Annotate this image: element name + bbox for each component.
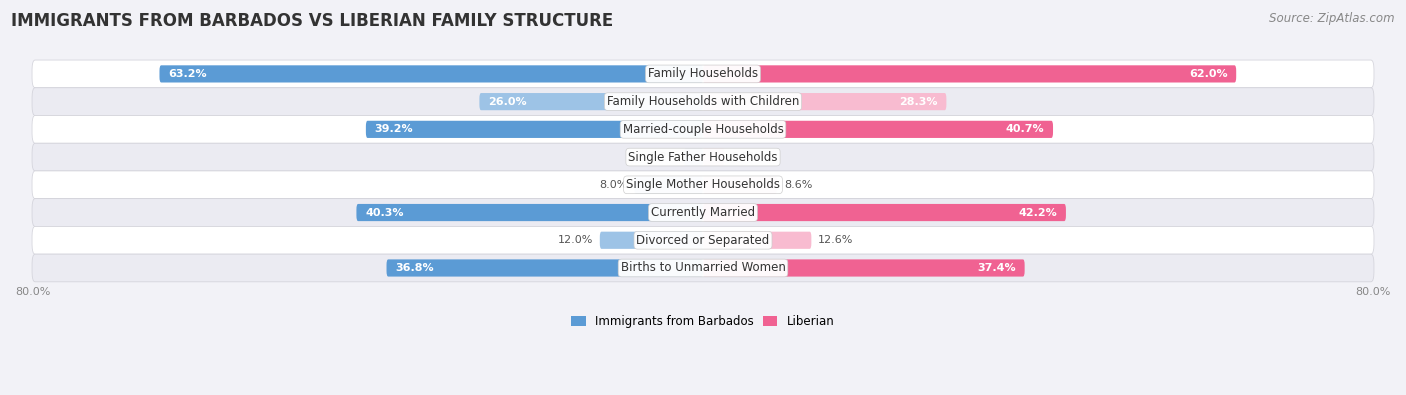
FancyBboxPatch shape	[32, 88, 1374, 115]
Text: 62.0%: 62.0%	[1189, 69, 1227, 79]
Text: 2.2%: 2.2%	[648, 152, 678, 162]
Text: 26.0%: 26.0%	[488, 97, 527, 107]
Text: Currently Married: Currently Married	[651, 206, 755, 219]
FancyBboxPatch shape	[32, 254, 1374, 282]
Legend: Immigrants from Barbados, Liberian: Immigrants from Barbados, Liberian	[567, 310, 839, 333]
FancyBboxPatch shape	[32, 143, 1374, 171]
Text: 40.3%: 40.3%	[366, 207, 404, 218]
Text: Single Father Households: Single Father Households	[628, 150, 778, 164]
FancyBboxPatch shape	[703, 121, 1053, 138]
FancyBboxPatch shape	[703, 93, 946, 110]
FancyBboxPatch shape	[703, 204, 1066, 221]
Text: 39.2%: 39.2%	[374, 124, 413, 134]
FancyBboxPatch shape	[32, 199, 1374, 226]
Text: 12.0%: 12.0%	[558, 235, 593, 245]
Text: Married-couple Households: Married-couple Households	[623, 123, 783, 136]
Text: 63.2%: 63.2%	[169, 69, 207, 79]
FancyBboxPatch shape	[479, 93, 703, 110]
Text: 40.7%: 40.7%	[1005, 124, 1045, 134]
FancyBboxPatch shape	[600, 231, 703, 249]
FancyBboxPatch shape	[32, 226, 1374, 254]
FancyBboxPatch shape	[387, 260, 703, 276]
FancyBboxPatch shape	[703, 260, 1025, 276]
FancyBboxPatch shape	[32, 171, 1374, 199]
Text: 37.4%: 37.4%	[977, 263, 1017, 273]
Text: IMMIGRANTS FROM BARBADOS VS LIBERIAN FAMILY STRUCTURE: IMMIGRANTS FROM BARBADOS VS LIBERIAN FAM…	[11, 12, 613, 30]
Text: Births to Unmarried Women: Births to Unmarried Women	[620, 261, 786, 275]
Text: 8.0%: 8.0%	[599, 180, 627, 190]
FancyBboxPatch shape	[356, 204, 703, 221]
FancyBboxPatch shape	[32, 115, 1374, 143]
FancyBboxPatch shape	[685, 149, 703, 166]
Text: 36.8%: 36.8%	[395, 263, 433, 273]
Text: 28.3%: 28.3%	[900, 97, 938, 107]
FancyBboxPatch shape	[366, 121, 703, 138]
Text: 42.2%: 42.2%	[1018, 207, 1057, 218]
FancyBboxPatch shape	[703, 231, 811, 249]
Text: 2.5%: 2.5%	[731, 152, 759, 162]
FancyBboxPatch shape	[32, 60, 1374, 88]
FancyBboxPatch shape	[703, 65, 1236, 83]
FancyBboxPatch shape	[159, 65, 703, 83]
Text: 80.0%: 80.0%	[15, 288, 51, 297]
FancyBboxPatch shape	[703, 176, 778, 194]
Text: Source: ZipAtlas.com: Source: ZipAtlas.com	[1270, 12, 1395, 25]
FancyBboxPatch shape	[634, 176, 703, 194]
FancyBboxPatch shape	[703, 149, 724, 166]
Text: Family Households with Children: Family Households with Children	[607, 95, 799, 108]
Text: Family Households: Family Households	[648, 68, 758, 81]
Text: 12.6%: 12.6%	[818, 235, 853, 245]
Text: Divorced or Separated: Divorced or Separated	[637, 234, 769, 247]
Text: 8.6%: 8.6%	[783, 180, 813, 190]
Text: Single Mother Households: Single Mother Households	[626, 178, 780, 191]
Text: 80.0%: 80.0%	[1355, 288, 1391, 297]
